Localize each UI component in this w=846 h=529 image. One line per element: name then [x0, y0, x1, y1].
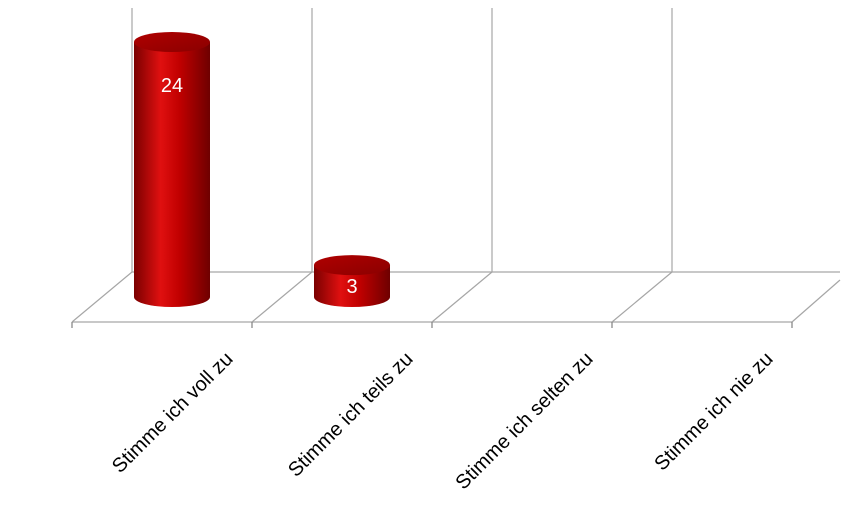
bar: 24 — [134, 32, 210, 307]
bar-top — [134, 32, 210, 52]
data-label: 24 — [161, 75, 183, 97]
data-label: 3 — [346, 276, 357, 298]
category-labels: Stimme ich voll zu Stimme ich teils zu Sti… — [108, 348, 778, 494]
category-label: Stimme ich voll zu — [108, 348, 238, 478]
floor-divider — [71, 271, 133, 323]
category-label: Stimme ich nie zu — [650, 348, 777, 475]
floor-divider — [431, 271, 493, 323]
category-label: Stimme ich teils zu — [284, 348, 417, 481]
floor-divider — [791, 279, 841, 323]
bar: 3 — [314, 255, 390, 307]
category-label: Stimme ich selten zu — [452, 348, 598, 494]
floor-divider — [611, 271, 673, 323]
bar-body — [134, 42, 210, 307]
bar-body — [314, 265, 390, 307]
bar-top — [314, 255, 390, 276]
bars: 24 3 — [134, 32, 390, 307]
floor-divider — [251, 271, 313, 323]
chart-grid — [71, 8, 841, 328]
